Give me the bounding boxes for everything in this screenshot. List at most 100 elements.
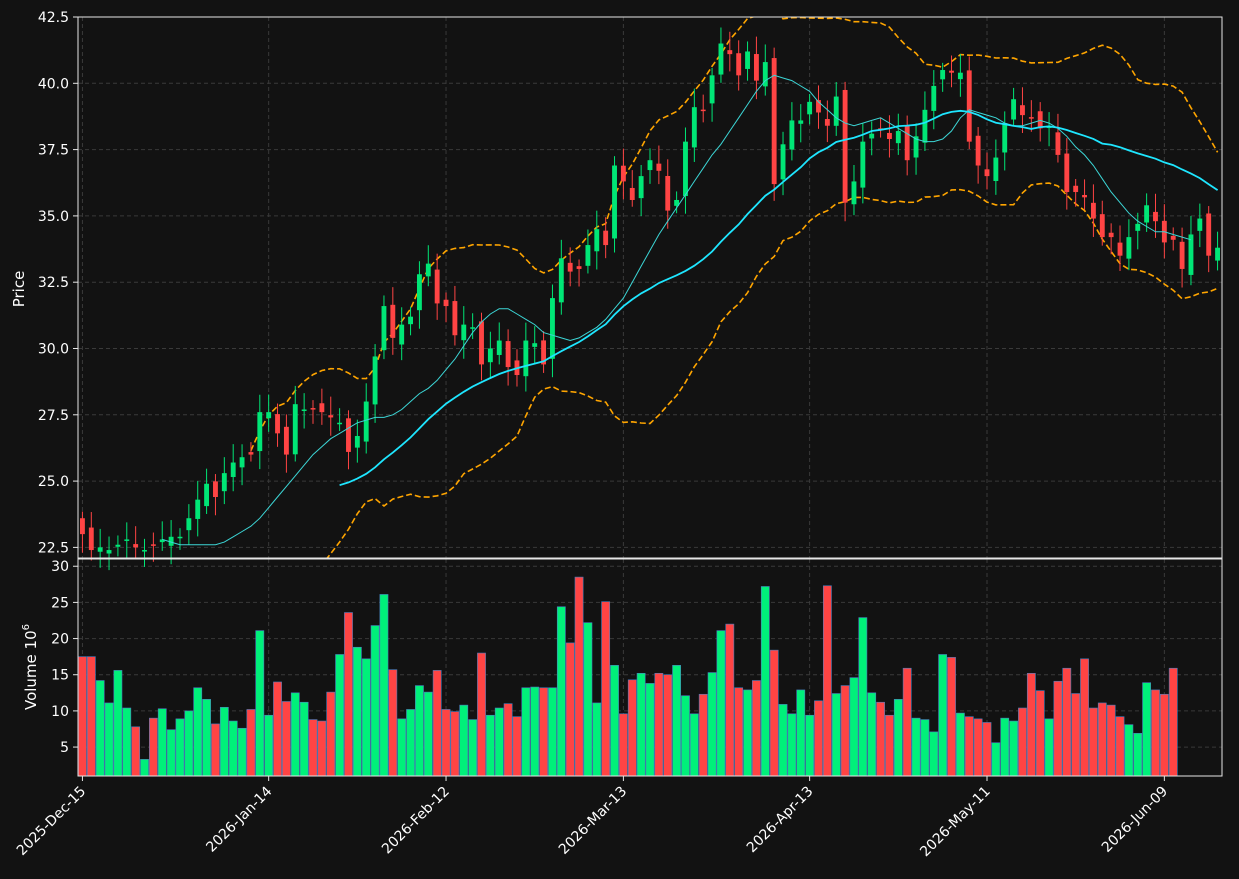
candle-body [745, 51, 750, 69]
candle-body [106, 550, 112, 554]
volume-tick-label: 15 [51, 668, 69, 684]
volume-bar [849, 677, 859, 777]
volume-bar [973, 718, 983, 777]
volume-bar [840, 685, 850, 777]
volume-bar [131, 726, 141, 777]
volume-bar [548, 687, 557, 777]
volume-bar [193, 687, 203, 777]
candle-body [177, 536, 183, 539]
candle-body [975, 135, 981, 166]
volume-tick-label: 30 [51, 559, 69, 575]
candle-body [1090, 202, 1096, 219]
volume-tick-label: 20 [51, 632, 69, 648]
candle-body [142, 550, 147, 552]
candle-body [266, 412, 272, 419]
volume-bar [574, 576, 584, 777]
candle-body [1126, 237, 1132, 259]
candle-body [816, 100, 821, 113]
candle-body [1215, 247, 1221, 261]
candle-body [780, 144, 786, 180]
candle-body [860, 141, 866, 188]
candle-body [257, 412, 263, 452]
volume-bar [1000, 717, 1010, 777]
candle-body [124, 539, 130, 541]
volume-bar [477, 652, 486, 777]
candle-body [567, 262, 573, 272]
volume-bar [885, 714, 894, 777]
price-tick-label: 32.5 [38, 275, 69, 291]
volume-bar [689, 713, 699, 777]
volume-bar [166, 729, 176, 777]
volume-bar [140, 759, 149, 777]
candle-body [230, 462, 236, 478]
volume-bar [290, 692, 300, 777]
candle-body [1144, 205, 1150, 223]
candle-body [1170, 235, 1176, 240]
volume-bar [379, 594, 389, 777]
candle-body [1037, 111, 1043, 129]
volume-bar [938, 654, 948, 777]
candle-body [328, 415, 334, 418]
candle-body [940, 70, 946, 80]
volume-bar [636, 672, 646, 777]
candle-body [150, 544, 156, 546]
volume-bar [698, 693, 708, 777]
candle-body [966, 70, 972, 142]
volume-bar [734, 687, 744, 777]
candle-body [594, 229, 600, 252]
volume-bar [831, 693, 841, 777]
candle-body [186, 518, 192, 531]
volume-bar [645, 683, 655, 777]
volume-bar [1159, 693, 1169, 777]
candle-body [665, 175, 671, 211]
volume-bar [149, 717, 158, 777]
volume-axis-label: Volume 106 [21, 624, 40, 710]
volume-bar [352, 646, 362, 777]
volume-bar [530, 686, 540, 777]
volume-bar [1142, 682, 1151, 777]
candle-body [1099, 214, 1105, 238]
price-panel-frame [77, 16, 1223, 559]
candle-body [709, 75, 715, 104]
volume-bar [539, 687, 548, 777]
candle-body [133, 544, 139, 548]
volume-bar [663, 674, 673, 777]
candle-body [372, 356, 378, 405]
candle-body [452, 301, 458, 336]
candle-body [558, 258, 564, 303]
candle-body [674, 199, 680, 206]
candle-body [1064, 153, 1070, 193]
volume-bar [95, 680, 105, 777]
volume-bar [388, 669, 398, 777]
volume-tick-label: 10 [51, 704, 69, 720]
volume-bar [317, 720, 327, 777]
volume-bar [78, 656, 87, 777]
volume-bar [415, 685, 424, 777]
axes-frames [77, 16, 1223, 777]
volume-bar [1115, 716, 1125, 777]
candle-body [221, 473, 227, 492]
candle-body [691, 107, 697, 148]
lower-band-line [326, 182, 1218, 558]
candle-body [851, 181, 857, 205]
upper-band-line [250, 17, 1219, 452]
candle-body [576, 266, 582, 269]
volume-bar [769, 649, 779, 777]
volume-bar [441, 709, 451, 777]
volume-bar [929, 731, 939, 777]
candle-body [550, 298, 555, 359]
candle-body [931, 85, 937, 111]
volume-bar [1089, 707, 1098, 777]
candle-body [363, 401, 369, 442]
candle-body [993, 157, 999, 182]
volume-bar [1124, 724, 1134, 777]
candle-body [319, 403, 325, 413]
volume-bar [610, 665, 619, 777]
candle-body [115, 544, 121, 547]
volume-bar [858, 617, 868, 777]
candle-body [195, 499, 201, 519]
volume-bar [175, 718, 185, 777]
volume-bar [920, 719, 930, 777]
candle-body [505, 341, 511, 368]
